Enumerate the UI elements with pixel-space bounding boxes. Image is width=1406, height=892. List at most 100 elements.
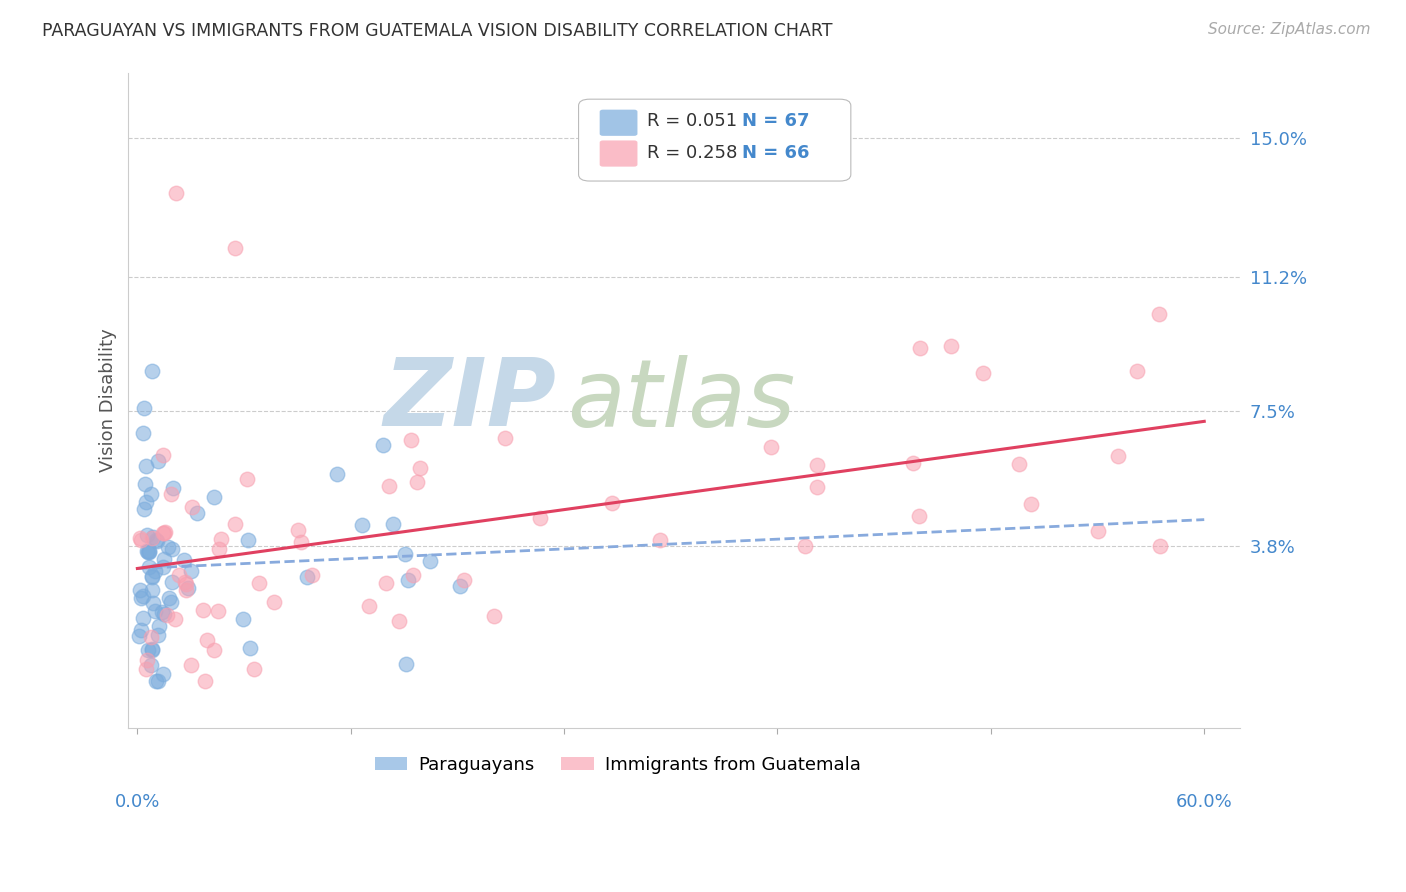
Point — [191, 603, 214, 617]
Point — [153, 552, 176, 566]
Point — [141, 568, 163, 582]
Point — [134, 401, 156, 415]
Point — [395, 657, 418, 671]
Point — [1126, 364, 1149, 378]
Point — [131, 426, 153, 441]
Text: atlas: atlas — [568, 355, 796, 446]
Text: N = 67: N = 67 — [742, 112, 810, 130]
Point — [138, 544, 160, 558]
Point — [209, 533, 232, 547]
Point — [378, 479, 401, 493]
Point — [208, 542, 231, 557]
Point — [143, 564, 166, 578]
Point — [402, 567, 425, 582]
Point — [157, 540, 180, 554]
Point — [180, 500, 202, 515]
Point — [162, 481, 184, 495]
Point — [396, 574, 419, 588]
Point — [806, 458, 828, 472]
Point — [129, 591, 152, 605]
Point — [148, 619, 170, 633]
Point — [494, 431, 516, 445]
Point — [160, 542, 183, 557]
Point — [224, 517, 246, 532]
Point — [146, 628, 169, 642]
Point — [136, 545, 159, 559]
Point — [134, 502, 156, 516]
Point — [139, 487, 162, 501]
Point — [381, 517, 404, 532]
Point — [419, 554, 441, 568]
Point — [941, 339, 963, 353]
Point — [159, 487, 181, 501]
Point — [145, 673, 167, 688]
Point — [238, 533, 260, 547]
Point — [139, 657, 162, 672]
Point — [180, 565, 202, 579]
Point — [141, 583, 163, 598]
Point — [148, 673, 170, 688]
Point — [908, 508, 931, 523]
Point — [136, 653, 159, 667]
Point — [136, 528, 159, 542]
Point — [388, 614, 411, 628]
Point — [239, 640, 262, 655]
Point — [145, 533, 167, 547]
Point — [142, 530, 165, 544]
Point — [794, 539, 817, 553]
Text: Source: ZipAtlas.com: Source: ZipAtlas.com — [1208, 22, 1371, 37]
Point — [406, 475, 429, 489]
Point — [141, 596, 163, 610]
Point — [371, 438, 394, 452]
Point — [141, 364, 163, 378]
Point — [174, 574, 197, 589]
Point — [146, 454, 169, 468]
Point — [134, 476, 156, 491]
Text: PARAGUAYAN VS IMMIGRANTS FROM GUATEMALA VISION DISABILITY CORRELATION CHART: PARAGUAYAN VS IMMIGRANTS FROM GUATEMALA … — [42, 22, 832, 40]
Point — [806, 480, 828, 494]
Point — [141, 531, 163, 545]
Text: R = 0.258: R = 0.258 — [647, 144, 738, 161]
Point — [163, 612, 186, 626]
Point — [908, 341, 931, 355]
Point — [297, 570, 319, 584]
Point — [1147, 307, 1170, 321]
Point — [1149, 539, 1171, 553]
Point — [135, 495, 157, 509]
Point — [156, 608, 179, 623]
Point — [290, 534, 312, 549]
Point — [375, 575, 398, 590]
Point — [141, 642, 163, 657]
Point — [128, 629, 150, 643]
Text: 0.0%: 0.0% — [115, 793, 160, 812]
Point — [152, 560, 174, 574]
Point — [153, 525, 176, 540]
Point — [166, 186, 188, 200]
FancyBboxPatch shape — [578, 99, 851, 181]
Point — [146, 534, 169, 549]
Point — [301, 567, 323, 582]
Point — [135, 458, 157, 473]
Point — [150, 605, 173, 619]
Point — [352, 517, 374, 532]
Point — [138, 560, 160, 574]
Point — [202, 490, 225, 504]
Point — [224, 241, 246, 255]
Point — [236, 472, 259, 486]
Text: ZIP: ZIP — [384, 354, 557, 446]
Point — [135, 662, 157, 676]
Point — [600, 496, 623, 510]
Point — [160, 574, 183, 589]
Point — [901, 456, 924, 470]
Point — [131, 611, 153, 625]
Legend: Paraguayans, Immigrants from Guatemala: Paraguayans, Immigrants from Guatemala — [367, 748, 868, 781]
Point — [243, 662, 266, 676]
Point — [287, 524, 309, 538]
Point — [394, 547, 416, 561]
FancyBboxPatch shape — [600, 140, 637, 167]
Point — [1107, 449, 1129, 463]
Point — [129, 582, 152, 597]
Point — [138, 544, 160, 558]
Point — [326, 467, 349, 481]
Point — [759, 440, 782, 454]
